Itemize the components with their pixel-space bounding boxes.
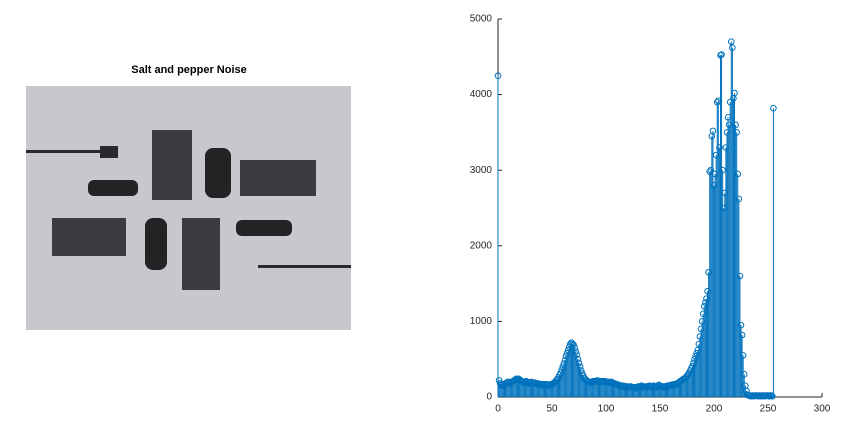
image-object (100, 146, 118, 158)
stem-marker (571, 344, 578, 352)
stem-marker (731, 89, 738, 97)
stem-marker (767, 392, 775, 399)
image-object (240, 160, 316, 196)
stem-marker (734, 170, 742, 178)
y-tick-label: 4000 (470, 89, 493, 100)
stem-marker (732, 121, 739, 129)
stem-marker (575, 359, 583, 367)
y-tick-label: 2000 (470, 240, 493, 251)
stem-marker (736, 272, 744, 280)
y-tick-label: 5000 (470, 14, 493, 25)
image-background (26, 86, 351, 330)
x-tick-label: 200 (706, 404, 723, 415)
y-tick-label: 1000 (470, 316, 493, 327)
image-object (258, 265, 351, 268)
stem-marker (709, 127, 717, 135)
stem-marker (569, 340, 576, 348)
stem-marker (740, 371, 748, 378)
stem-marker (738, 331, 746, 339)
image-object (88, 180, 138, 196)
stem-marker (570, 341, 577, 349)
x-tick-label: 100 (598, 404, 615, 415)
x-tick-label: 250 (760, 404, 777, 415)
image-object (145, 218, 167, 270)
stem-marker (718, 51, 725, 58)
stem-marker (717, 51, 724, 59)
stem-marker (514, 376, 521, 383)
y-tick-label: 3000 (470, 165, 493, 176)
stem-marker (707, 166, 715, 174)
stem-marker (494, 72, 502, 79)
stem-marker (513, 375, 520, 383)
stem-marker (574, 355, 582, 363)
image-object (26, 150, 106, 153)
stem-marker (769, 392, 776, 400)
stem-marker (729, 44, 736, 52)
stem-marker (735, 195, 743, 203)
image-object (236, 220, 292, 236)
stem-marker (573, 351, 581, 358)
image-object (182, 218, 220, 290)
image-object (205, 148, 231, 198)
noisy-image (26, 86, 351, 330)
x-tick-label: 0 (495, 404, 501, 415)
stem-marker (716, 144, 723, 151)
stem-marker (737, 321, 745, 329)
x-tick-label: 50 (546, 404, 558, 415)
image-object (152, 130, 192, 200)
image-object (52, 218, 126, 256)
stem-marker (567, 340, 574, 348)
stem-marker (576, 363, 584, 371)
stem-series (494, 38, 777, 400)
stem-marker (770, 104, 777, 112)
x-tick-label: 300 (814, 404, 831, 415)
stem-marker (739, 352, 747, 359)
stem-marker (727, 38, 735, 45)
stem-marker (572, 348, 580, 355)
image-title: Salt and pepper Noise (131, 64, 247, 76)
x-tick-label: 150 (652, 404, 669, 415)
y-tick-label: 0 (486, 392, 492, 403)
stem-marker (733, 129, 740, 136)
